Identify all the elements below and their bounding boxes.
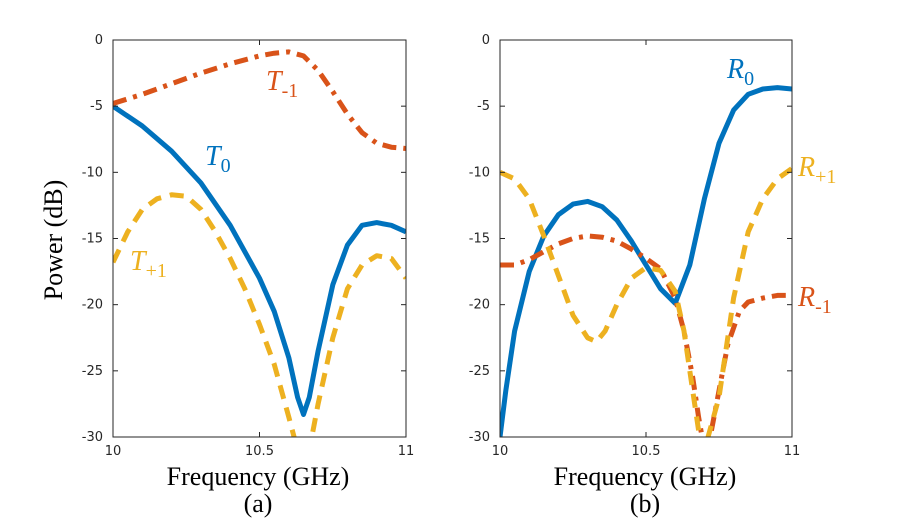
x-tick-label: 10 [492,444,509,459]
series-group [500,85,792,437]
y-tick-label: -15 [82,232,103,247]
x-tick-label: 11 [398,444,415,459]
series-label-R0: R0 [726,54,754,90]
series-label-sub: 0 [744,68,754,90]
panel-label-a: (a) [244,489,273,518]
x-axis-title-b: Frequency (GHz) [554,462,737,491]
y-tick-label: 0 [95,33,103,48]
x-tick-label: 10.5 [245,444,274,459]
y-tick-label: -5 [90,99,103,114]
series-label-main: T [130,246,148,277]
series-label-main: R [797,282,815,313]
panel-label-b: (b) [630,489,660,518]
series-label-main: R [797,152,815,183]
series-label-T0: T0 [205,141,231,177]
y-tick-label: -25 [469,364,490,379]
y-tick-label: -20 [82,298,103,313]
series-label-T+1: T+1 [130,246,167,282]
series-label-main: T [205,141,223,172]
series-label-R-1: R-1 [797,282,832,318]
x-axis-title-a: Frequency (GHz) [167,462,350,491]
x-tick-label: 11 [784,444,801,459]
series-line-R0 [500,85,792,437]
series-line-R+1 [500,166,792,437]
series-label-main: R [726,54,744,85]
y-tick-label: -10 [82,165,103,180]
series-line-T+1 [113,192,406,437]
series-label-sub: -1 [815,296,832,318]
y-tick-label: -30 [469,430,490,445]
series-group [113,49,406,437]
series-label-sub: +1 [815,166,836,188]
y-axis-title: Power (dB) [39,180,68,301]
series-label-sub: -1 [282,80,299,102]
y-tick-label: -30 [82,430,103,445]
y-tick-label: -5 [477,99,490,114]
axes-box [112,39,407,438]
series-label-R+1: R+1 [797,152,836,188]
series-label-sub: +1 [146,260,167,282]
x-tick-label: 10.5 [632,444,661,459]
x-tick-label: 10 [105,444,122,459]
y-tick-label: -15 [469,232,490,247]
y-tick-label: -25 [82,364,103,379]
series-label-sub: 0 [221,155,231,177]
y-tick-label: -20 [469,298,490,313]
series-label-T-1: T-1 [266,66,298,102]
y-tick-label: -10 [469,165,490,180]
series-line-T-1 [113,49,406,151]
series-label-main: T [266,66,284,97]
series-line-T0 [113,104,406,417]
y-tick-label: 0 [482,33,490,48]
